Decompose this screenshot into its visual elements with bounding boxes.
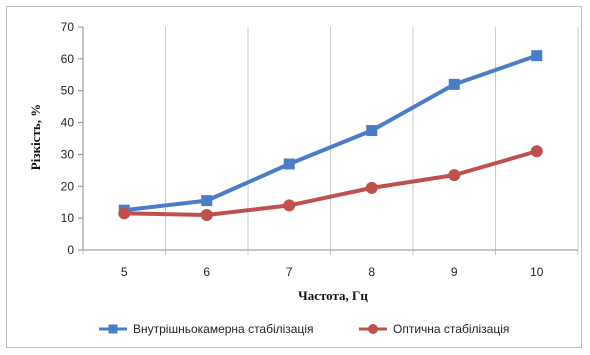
- x-tick-label: 5: [121, 265, 128, 279]
- x-axis-title: Частота, Гц: [298, 288, 368, 303]
- data-point-series-2: [448, 169, 461, 182]
- data-point-series-1: [283, 158, 295, 170]
- y-tick-label: 20: [61, 179, 75, 193]
- chart-frame: [6, 6, 582, 348]
- legend-marker-series-1: [108, 324, 118, 334]
- grid-layer: [82, 27, 579, 255]
- series-line-2: [124, 149, 538, 217]
- data-point-series-2: [283, 199, 296, 212]
- x-tick-label: 9: [451, 265, 458, 279]
- y-tick-label: 70: [61, 20, 75, 34]
- data-point-series-2: [118, 207, 131, 220]
- y-axis-title: Різкість, %: [28, 104, 43, 170]
- legend-marker-series-2: [368, 324, 378, 334]
- y-tick-label: 50: [61, 84, 75, 98]
- y-tick-label: 40: [61, 116, 75, 130]
- y-tick-label: 10: [61, 211, 75, 225]
- data-point-series-1: [201, 195, 213, 207]
- legend-label-series-1: Внутрішньокамерна стабілізація: [133, 322, 314, 336]
- data-point-series-1: [366, 125, 378, 137]
- y-tick-label: 0: [67, 243, 74, 257]
- x-tick-label: 10: [530, 265, 544, 279]
- y-tick-label: 30: [61, 147, 75, 161]
- series-layer: [118, 50, 543, 221]
- axis-layer: 0 10 20 30 40 50 60 70 5 6 7 8 9 10: [61, 20, 578, 279]
- series-line-1: [124, 53, 538, 213]
- x-tick-label: 7: [286, 265, 293, 279]
- data-point-series-2: [365, 181, 378, 194]
- data-point-series-2: [200, 208, 213, 221]
- legend-label-series-2: Оптична стабілізація: [393, 322, 509, 336]
- x-tick-label: 8: [368, 265, 375, 279]
- y-tick-label: 60: [61, 52, 75, 66]
- data-point-series-1: [531, 50, 543, 62]
- data-point-series-2: [530, 145, 543, 158]
- legend: Внутрішньокамерна стабілізація Оптична с…: [99, 322, 509, 336]
- data-point-series-1: [448, 78, 460, 90]
- x-tick-label: 6: [203, 265, 210, 279]
